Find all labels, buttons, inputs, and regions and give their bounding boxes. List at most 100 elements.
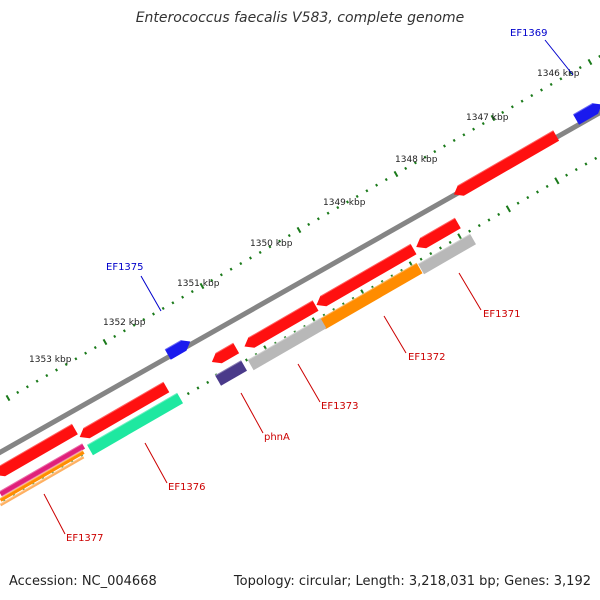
minor-tick xyxy=(122,329,126,333)
scale-label: 1346 kbp xyxy=(537,69,580,79)
label-connector xyxy=(383,315,407,354)
gene-label[interactable]: EF1377 xyxy=(66,533,104,544)
features-group xyxy=(0,99,600,507)
gene-label[interactable]: phnA xyxy=(264,432,290,443)
minor-tick xyxy=(565,173,569,177)
genome-summary-text: Topology: circular; Length: 3,218,031 bp… xyxy=(233,574,591,589)
scale-label: 1349 kbp xyxy=(323,198,366,208)
EF1377-stripe[interactable] xyxy=(0,442,86,497)
minor-tick xyxy=(142,318,146,322)
minor-tick xyxy=(74,357,78,361)
minor-tick xyxy=(569,71,573,75)
major-tick xyxy=(490,114,496,122)
cds-bar[interactable] xyxy=(0,422,78,480)
EF1376-feature[interactable] xyxy=(86,391,184,456)
minor-tick xyxy=(268,245,272,249)
minor-tick xyxy=(84,351,88,355)
minor-tick xyxy=(452,138,456,142)
map-title: Enterococcus faecalis V583, complete gen… xyxy=(135,10,465,26)
EF1373-feature[interactable] xyxy=(247,316,327,371)
minor-tick xyxy=(113,334,117,338)
minor-tick xyxy=(190,290,194,294)
minor-tick xyxy=(45,374,49,378)
label-connector xyxy=(43,493,66,535)
minor-tick xyxy=(535,190,539,194)
EF1375-feature[interactable] xyxy=(164,336,194,360)
cds-bar[interactable] xyxy=(314,242,417,310)
minor-tick xyxy=(516,201,520,205)
minor-tick xyxy=(196,386,200,390)
minor-tick xyxy=(55,368,58,372)
minor-tick xyxy=(501,110,505,114)
label-connectors xyxy=(43,39,574,535)
minor-tick xyxy=(16,390,20,394)
minor-tick xyxy=(433,150,437,154)
EF1369-feature[interactable] xyxy=(572,99,600,125)
minor-tick xyxy=(35,379,39,383)
scale-labels: 1346 kbp 1347 kbp 1348 kbp 1349 kbp 1350 kbp… xyxy=(29,69,580,365)
minor-tick xyxy=(404,166,408,170)
cds-bar[interactable] xyxy=(241,299,319,351)
EF1372-feature[interactable] xyxy=(319,261,423,330)
major-tick xyxy=(587,58,593,66)
label-connector xyxy=(240,392,264,434)
cds-bar[interactable] xyxy=(77,380,170,442)
minor-tick xyxy=(477,224,481,228)
minor-tick xyxy=(594,156,598,160)
major-tick xyxy=(102,338,108,346)
major-tick xyxy=(393,170,399,178)
accession-text: Accession: NC_004668 xyxy=(9,574,157,589)
minor-tick xyxy=(497,212,501,216)
minor-tick xyxy=(229,267,233,271)
gene-label[interactable]: EF1372 xyxy=(408,352,446,363)
minor-tick xyxy=(481,122,485,126)
minor-tick xyxy=(171,301,175,305)
minor-tick xyxy=(132,323,136,327)
minor-tick xyxy=(520,99,524,103)
phnA-feature[interactable] xyxy=(214,359,247,386)
scale-label: 1350 kbp xyxy=(250,239,293,249)
minor-tick xyxy=(487,218,491,222)
minor-tick xyxy=(578,66,582,70)
major-tick xyxy=(296,226,302,234)
EF1377-stripe[interactable] xyxy=(0,454,85,507)
minor-tick xyxy=(574,168,578,172)
minor-tick xyxy=(462,133,466,137)
gene-label[interactable]: EF1375 xyxy=(106,262,144,273)
gene-label[interactable]: EF1369 xyxy=(510,28,548,39)
minor-tick xyxy=(423,155,427,159)
label-connector xyxy=(140,275,162,312)
minor-tick xyxy=(93,346,97,350)
outer-tick-track xyxy=(5,54,600,402)
scale-label: 1351 kbp xyxy=(177,279,220,289)
cds-bar[interactable] xyxy=(209,341,240,367)
minor-tick xyxy=(375,183,379,187)
EF1371-feature[interactable] xyxy=(417,232,476,275)
minor-tick xyxy=(448,240,452,244)
major-tick xyxy=(505,205,511,213)
minor-tick xyxy=(413,161,417,165)
minor-tick xyxy=(25,385,29,389)
minor-tick xyxy=(244,358,248,362)
gene-label[interactable]: EF1376 xyxy=(168,482,206,493)
major-tick xyxy=(199,282,205,290)
gene-label[interactable]: EF1373 xyxy=(321,401,359,412)
minor-tick xyxy=(239,262,243,266)
cds-bar[interactable] xyxy=(413,216,461,252)
minor-tick xyxy=(64,362,68,366)
scale-label: 1353 kbp xyxy=(29,355,72,365)
EF1377-feature[interactable] xyxy=(0,449,85,502)
scale-label: 1352 kbp xyxy=(103,318,146,328)
major-tick xyxy=(457,233,463,241)
minor-tick xyxy=(539,88,543,92)
minor-tick xyxy=(336,206,340,210)
minor-tick xyxy=(219,273,223,277)
gene-label[interactable]: EF1371 xyxy=(483,309,521,320)
minor-tick xyxy=(248,256,252,260)
cds-bar[interactable] xyxy=(451,129,560,199)
label-connector xyxy=(458,272,482,311)
minor-tick xyxy=(442,144,446,148)
label-connector xyxy=(144,442,168,484)
minor-tick xyxy=(472,127,476,131)
